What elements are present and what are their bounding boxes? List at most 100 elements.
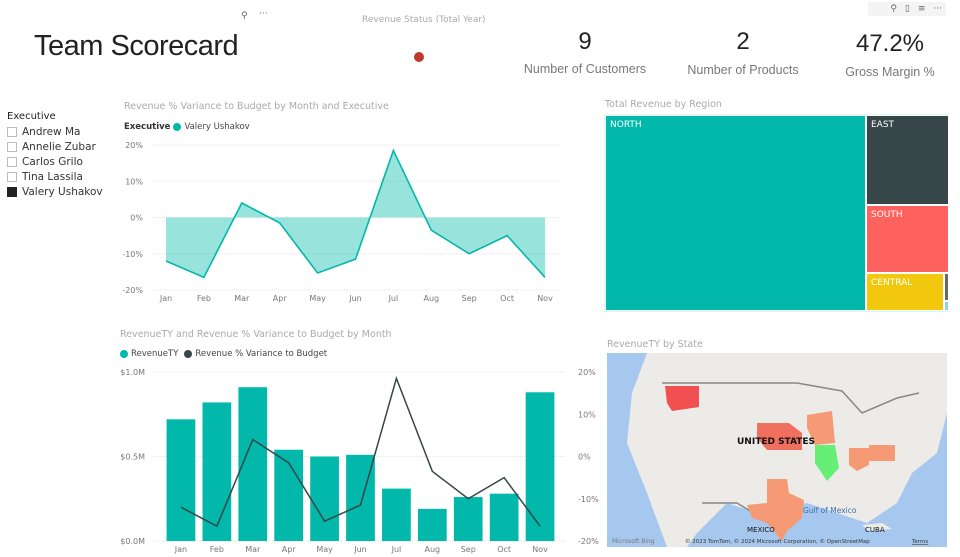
checkbox[interactable]	[7, 142, 17, 152]
slicer-item[interactable]: Andrew Ma	[7, 126, 80, 138]
more-icon[interactable]: ···	[259, 9, 268, 19]
slicer-item-label: Andrew Ma	[22, 126, 81, 138]
legend-label[interactable]: Revenue % Variance to Budget	[195, 349, 328, 359]
legend-label[interactable]: Valery Ushakov	[184, 122, 250, 132]
treemap-other[interactable]	[944, 273, 949, 301]
y-tick-label: -20%	[122, 286, 143, 295]
chart2-title: RevenueTY and Revenue % Variance to Budg…	[120, 329, 392, 340]
y2-tick-label: -10%	[578, 495, 599, 504]
treemap-other[interactable]	[944, 301, 949, 311]
x-tick-label: Jan	[159, 294, 172, 303]
state-washington[interactable]	[665, 386, 699, 411]
bar[interactable]	[166, 419, 196, 541]
checkbox[interactable]	[7, 172, 17, 182]
area-fill	[166, 150, 545, 278]
country-label: UNITED STATES	[737, 437, 815, 447]
kpi-margin-label: Gross Margin %	[845, 65, 935, 79]
y2-tick-label: 20%	[578, 368, 596, 377]
y-tick-label: 10%	[125, 177, 143, 186]
state-map[interactable]: UNITED STATES Gulf of Mexico MEXICO CUBA…	[607, 353, 947, 547]
state-texas[interactable]	[747, 479, 804, 541]
kpi-customers-label: Number of Customers	[523, 62, 647, 76]
slicer-item-label: Valery Ushakov	[22, 186, 103, 198]
report-title: Team Scorecard	[34, 30, 239, 62]
slicer-title: Executive	[7, 111, 56, 122]
slicer-item[interactable]: Carlos Grilo	[7, 156, 83, 168]
copy-icon[interactable]: ▯	[904, 4, 910, 14]
x-tick-label: Feb	[210, 545, 224, 554]
pin-icon[interactable]: ⚲	[241, 11, 248, 21]
bar[interactable]	[274, 449, 304, 541]
revenue-status-title: Revenue Status (Total Year)	[362, 15, 486, 25]
y-tick-label: $0.5M	[120, 453, 145, 462]
legend-dot	[173, 123, 182, 131]
x-tick-label: Mar	[234, 294, 250, 303]
cuba-label: CUBA	[865, 526, 885, 534]
kpi-products-label: Number of Products	[687, 63, 799, 77]
x-tick-label: Aug	[423, 294, 439, 303]
slicer-item[interactable]: Annelie Zubar	[7, 141, 96, 153]
variance-line[interactable]	[180, 375, 541, 528]
legend-label[interactable]: RevenueTY	[131, 349, 179, 359]
treemap: NORTH EAST SOUTH CENTRAL	[604, 114, 949, 312]
x-tick-label: Apr	[282, 545, 297, 554]
state-nebraska[interactable]	[757, 423, 802, 450]
checkbox[interactable]	[7, 157, 17, 167]
x-tick-label: Jun	[348, 294, 362, 303]
treemap-south[interactable]: SOUTH	[866, 205, 949, 273]
x-tick-label: Oct	[497, 545, 511, 554]
slicer-item-label: Annelie Zubar	[22, 141, 96, 153]
chart2-legend: RevenueTY Revenue % Variance to Budget	[120, 349, 327, 359]
y2-tick-label: -20%	[578, 537, 599, 546]
slicer-item[interactable]: Tina Lassila	[7, 171, 83, 183]
x-tick-label: Nov	[537, 294, 553, 303]
bar[interactable]	[489, 493, 519, 541]
y-tick-label: 0%	[130, 214, 143, 223]
bar[interactable]	[417, 508, 447, 541]
pin-icon[interactable]: ⚲	[890, 4, 897, 14]
x-tick-label: Nov	[532, 545, 548, 554]
series-line[interactable]	[165, 148, 546, 279]
x-tick-label: Sep	[462, 294, 477, 303]
map-attribution: © 2023 TomTom, © 2024 Microsoft Corporat…	[685, 538, 870, 545]
y-tick-label: -10%	[122, 250, 143, 259]
state-pennsylvania[interactable]	[869, 445, 895, 461]
state-ohio[interactable]	[849, 448, 869, 471]
slicer-item[interactable]: Valery Ushakov	[7, 186, 103, 198]
legend-dot	[184, 350, 193, 358]
y2-tick-label: 0%	[578, 453, 591, 462]
state-illinois[interactable]	[815, 445, 839, 481]
bar[interactable]	[202, 402, 232, 541]
x-tick-label: Sep	[461, 545, 476, 554]
x-tick-label: Oct	[500, 294, 514, 303]
treemap-central[interactable]: CENTRAL	[866, 273, 944, 311]
kpi-products-value: 2	[736, 28, 750, 55]
terms-link[interactable]: Terms	[911, 539, 928, 545]
more-icon[interactable]: ···	[933, 4, 942, 14]
bar[interactable]	[525, 392, 555, 541]
bar[interactable]	[382, 488, 411, 541]
y-tick-label: 20%	[125, 141, 143, 150]
legend-title: Executive	[124, 122, 171, 132]
x-tick-label: Aug	[425, 545, 441, 554]
x-tick-label: Jul	[388, 294, 399, 303]
x-tick-label: Jun	[353, 545, 367, 554]
bar[interactable]	[453, 497, 483, 541]
map-title: RevenueTY by State	[607, 339, 703, 350]
chart1-title: Revenue % Variance to Budget by Month an…	[124, 101, 389, 112]
status-indicator	[414, 52, 424, 62]
cuba-land	[862, 523, 892, 531]
bar[interactable]	[310, 456, 339, 542]
x-tick-label: Jan	[174, 545, 187, 554]
treemap-north[interactable]: NORTH	[605, 115, 866, 311]
checkbox[interactable]	[7, 127, 17, 137]
y-tick-label: $0.0M	[120, 537, 145, 546]
y2-tick-label: 10%	[578, 410, 596, 419]
state-wisconsin[interactable]	[807, 411, 835, 445]
checkbox[interactable]	[7, 187, 17, 197]
kpi-margin-value: 47.2%	[855, 30, 925, 57]
treemap-east[interactable]: EAST	[866, 115, 949, 205]
filter-icon[interactable]: ≡	[917, 4, 926, 14]
bing-logo: Microsoft Bing	[612, 538, 655, 545]
